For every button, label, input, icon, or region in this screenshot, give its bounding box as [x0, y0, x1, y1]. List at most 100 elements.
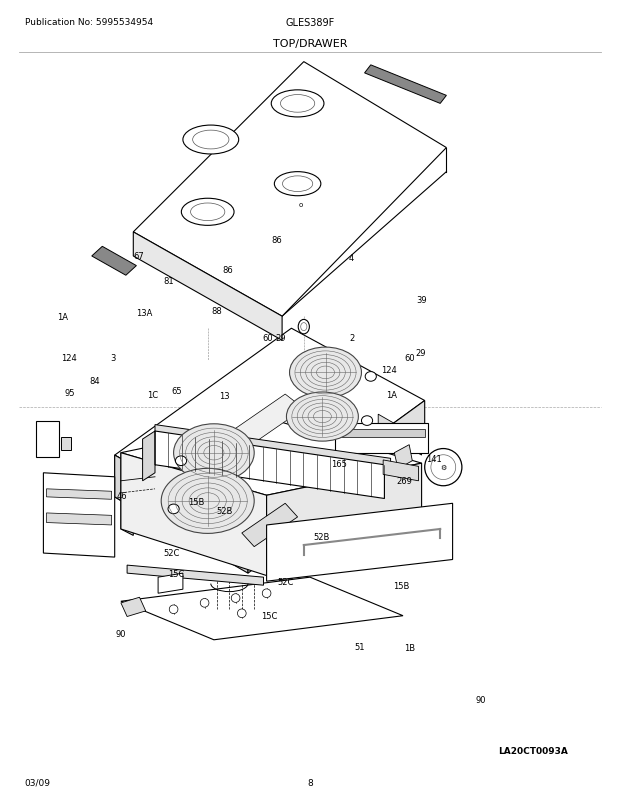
- Text: 2: 2: [350, 333, 355, 342]
- Text: 60: 60: [262, 333, 273, 342]
- Text: 52B: 52B: [313, 532, 329, 541]
- Polygon shape: [61, 437, 71, 451]
- Ellipse shape: [283, 176, 312, 192]
- Text: eReplacementParts.com: eReplacementParts.com: [242, 404, 378, 414]
- Ellipse shape: [361, 416, 373, 426]
- Circle shape: [200, 599, 209, 607]
- Polygon shape: [115, 329, 425, 529]
- Ellipse shape: [298, 320, 309, 334]
- Text: 15C: 15C: [169, 569, 185, 578]
- Text: 165: 165: [331, 460, 347, 469]
- Polygon shape: [133, 63, 446, 317]
- Text: 46: 46: [116, 491, 127, 500]
- Polygon shape: [158, 573, 183, 593]
- Polygon shape: [43, 473, 115, 557]
- Circle shape: [237, 610, 246, 618]
- Polygon shape: [46, 489, 112, 500]
- Text: 269: 269: [396, 476, 412, 486]
- Ellipse shape: [290, 348, 361, 399]
- Ellipse shape: [182, 199, 234, 226]
- Polygon shape: [121, 453, 133, 536]
- Polygon shape: [242, 504, 298, 547]
- Text: 03/09: 03/09: [25, 778, 51, 787]
- Text: 13A: 13A: [136, 308, 152, 318]
- Text: Publication No: 5995534954: Publication No: 5995534954: [25, 18, 153, 26]
- Text: 124: 124: [381, 365, 397, 375]
- Polygon shape: [121, 421, 422, 496]
- Text: 90: 90: [116, 629, 126, 638]
- Polygon shape: [92, 247, 136, 276]
- Text: 29: 29: [415, 348, 425, 358]
- Ellipse shape: [175, 456, 187, 466]
- Ellipse shape: [161, 468, 254, 534]
- Text: 8: 8: [307, 778, 313, 787]
- Text: TOP/DRAWER: TOP/DRAWER: [273, 38, 347, 48]
- Polygon shape: [335, 423, 428, 453]
- Ellipse shape: [168, 504, 179, 514]
- Polygon shape: [220, 395, 304, 454]
- Polygon shape: [127, 565, 264, 585]
- Text: LA20CT0093A: LA20CT0093A: [498, 746, 568, 755]
- Polygon shape: [155, 425, 391, 473]
- Ellipse shape: [174, 424, 254, 482]
- Polygon shape: [267, 504, 453, 581]
- Text: 1A: 1A: [386, 391, 397, 400]
- Text: 39: 39: [416, 295, 427, 305]
- Text: 15B: 15B: [394, 581, 410, 591]
- Text: 60: 60: [404, 354, 415, 363]
- Polygon shape: [267, 464, 422, 576]
- Text: 95: 95: [64, 388, 74, 398]
- Text: 65: 65: [171, 386, 182, 395]
- Circle shape: [425, 449, 462, 486]
- Ellipse shape: [183, 126, 239, 155]
- Ellipse shape: [301, 323, 307, 331]
- Polygon shape: [143, 431, 155, 481]
- Text: 3: 3: [110, 354, 115, 363]
- Text: GLES389F: GLES389F: [285, 18, 335, 27]
- Text: 90: 90: [476, 695, 485, 704]
- Text: o: o: [299, 201, 303, 208]
- Ellipse shape: [280, 95, 315, 113]
- Polygon shape: [338, 429, 425, 437]
- Ellipse shape: [190, 204, 225, 221]
- Circle shape: [431, 456, 456, 480]
- Ellipse shape: [162, 491, 197, 504]
- Ellipse shape: [286, 392, 358, 442]
- Text: 4: 4: [348, 253, 353, 263]
- Polygon shape: [36, 422, 59, 457]
- Text: 124: 124: [61, 354, 78, 363]
- Text: 1C: 1C: [148, 391, 159, 400]
- Polygon shape: [383, 460, 418, 481]
- Polygon shape: [121, 453, 267, 576]
- Polygon shape: [121, 577, 403, 640]
- Text: 86: 86: [272, 236, 283, 245]
- Text: 86: 86: [223, 265, 234, 275]
- Polygon shape: [46, 513, 112, 525]
- Text: 52C: 52C: [277, 577, 293, 587]
- Ellipse shape: [271, 91, 324, 118]
- Text: ⚙: ⚙: [440, 464, 446, 471]
- Text: 84: 84: [89, 376, 100, 386]
- Text: 51: 51: [355, 642, 365, 651]
- Text: 52C: 52C: [164, 548, 180, 557]
- Text: 1B: 1B: [404, 643, 415, 653]
- Text: 88: 88: [211, 306, 223, 316]
- Circle shape: [262, 589, 271, 597]
- Polygon shape: [115, 456, 248, 573]
- Polygon shape: [133, 233, 282, 341]
- Polygon shape: [378, 415, 422, 456]
- Ellipse shape: [365, 372, 376, 382]
- Text: 81: 81: [163, 276, 174, 286]
- Text: 141: 141: [426, 454, 442, 464]
- Text: 29: 29: [276, 333, 286, 342]
- Polygon shape: [394, 445, 412, 469]
- Polygon shape: [248, 401, 425, 573]
- Polygon shape: [115, 456, 130, 507]
- Polygon shape: [121, 597, 146, 617]
- Polygon shape: [155, 431, 384, 499]
- Circle shape: [169, 606, 178, 614]
- Text: 1A: 1A: [57, 313, 68, 322]
- Ellipse shape: [274, 172, 321, 196]
- Text: 15B: 15B: [188, 497, 204, 507]
- Circle shape: [231, 594, 240, 602]
